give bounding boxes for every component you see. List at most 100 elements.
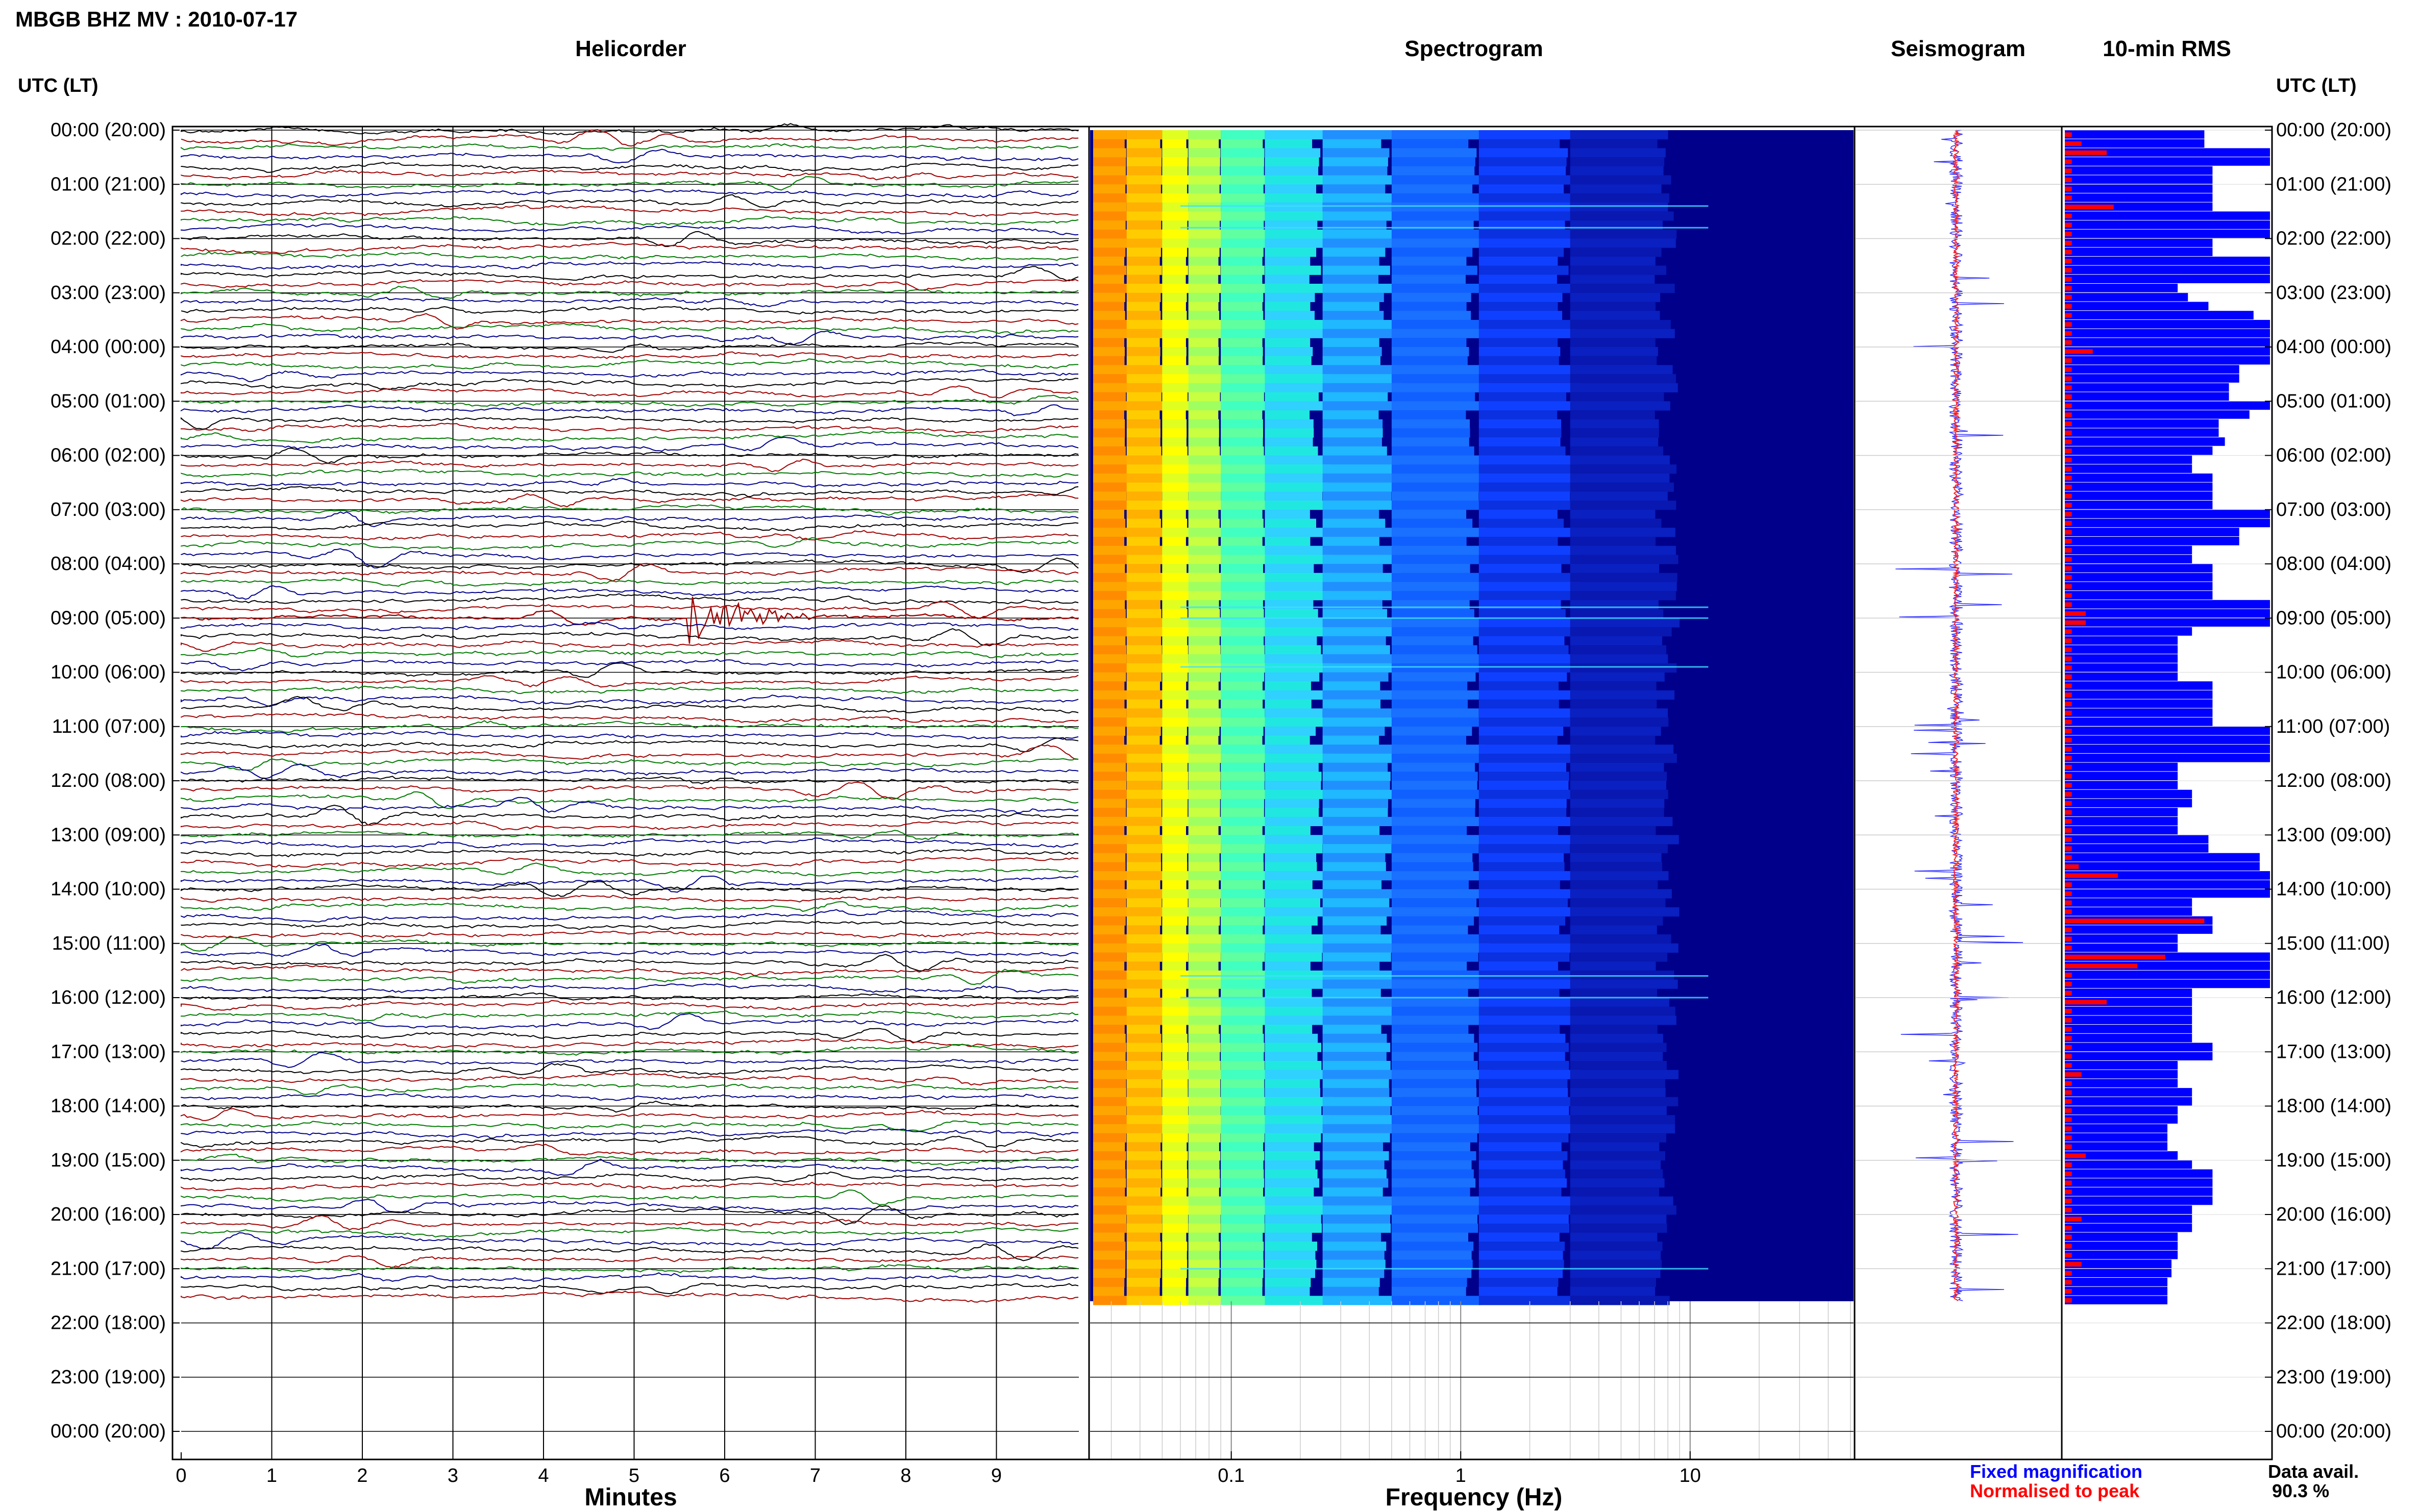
time-label-left: 14:00 (10:00) xyxy=(51,879,166,900)
helicorder-trace xyxy=(181,416,1079,430)
spectrogram-cell xyxy=(1162,564,1187,574)
spectrogram-cell xyxy=(1570,329,1675,338)
spectrogram-cell xyxy=(1322,211,1398,221)
spectrogram-cell xyxy=(1265,1250,1316,1260)
spectrogram-cell xyxy=(1478,1250,1563,1260)
spectrogram-cell xyxy=(1188,636,1220,646)
helicorder-trace xyxy=(181,577,1079,587)
spectrogram-cell xyxy=(1221,961,1263,971)
rms-bar-peak xyxy=(2065,1189,2072,1195)
spectrogram-cell xyxy=(1570,745,1674,754)
spectrogram-cell xyxy=(1265,708,1323,718)
spectrogram-cell xyxy=(1221,311,1264,320)
spectrogram-cell xyxy=(1188,518,1220,528)
spectrogram-cell xyxy=(1322,139,1381,148)
spectrogram-cell xyxy=(1162,636,1188,646)
spectrogram-cell xyxy=(1391,1296,1481,1305)
rms-bar-fixed xyxy=(2065,853,2260,862)
spectrogram-cell xyxy=(1391,1133,1477,1143)
spectrogram-cell xyxy=(1162,1232,1187,1242)
spectrogram-cell xyxy=(1126,925,1161,935)
spectrogram-cell xyxy=(1322,1070,1402,1079)
spectrogram-cell xyxy=(1322,157,1388,167)
spectrogram-cell xyxy=(1570,663,1677,673)
spectrogram-cell xyxy=(1322,1232,1381,1242)
spectrogram-cell xyxy=(1093,1142,1125,1152)
time-label-left: 11:00 (07:00) xyxy=(52,716,166,737)
spectrogram-cell xyxy=(1162,1006,1190,1016)
spectrogram-cell xyxy=(1322,148,1390,158)
rms-bar-peak xyxy=(2065,240,2072,245)
rms-bar-peak xyxy=(2065,1000,2107,1005)
spectrogram-cell xyxy=(1570,1052,1663,1061)
spectrogram-cell xyxy=(1478,509,1558,519)
spectrogram-cell xyxy=(1221,455,1266,465)
spectrogram-cell xyxy=(1221,925,1263,935)
spectrogram-cell xyxy=(1188,1232,1219,1242)
spectrogram-cell xyxy=(1162,1025,1187,1034)
helicorder-trace xyxy=(181,548,1079,568)
spectrogram-cell xyxy=(1391,437,1469,447)
spectrogram-cell xyxy=(1322,202,1392,212)
rms-bar-fixed xyxy=(2065,898,2192,907)
rms-bar-peak xyxy=(2065,141,2082,146)
spectrogram-cell xyxy=(1188,1296,1221,1305)
time-label-right: 10:00 (06:00) xyxy=(2276,662,2391,683)
minute-tick-label: 1 xyxy=(266,1465,277,1486)
spectrogram-cell xyxy=(1322,618,1403,628)
spectrogram-cell xyxy=(1570,166,1664,176)
spectrogram-cell xyxy=(1478,184,1564,194)
spectrogram-cell xyxy=(1478,998,1572,1007)
spectrogram-cell xyxy=(1162,618,1191,628)
spectrogram-cell xyxy=(1478,130,1571,140)
spectrogram-cell xyxy=(1570,211,1674,221)
spectrogram-cell xyxy=(1322,1079,1389,1088)
rms-bar-peak xyxy=(2065,232,2072,237)
helicorder-trace xyxy=(181,530,1079,541)
seismogram-normalised-trace xyxy=(1952,130,1961,1301)
spectrogram-cell xyxy=(1391,265,1477,275)
spectrogram-cell xyxy=(1093,473,1127,483)
helicorder-trace xyxy=(181,658,1079,672)
spectrogram-cell xyxy=(1162,536,1186,547)
spectrogram-cell xyxy=(1322,1115,1399,1125)
spectrogram-cell xyxy=(1221,663,1267,673)
spectrogram-cell xyxy=(1391,681,1468,691)
spectrogram-cell xyxy=(1093,1269,1125,1278)
spectrogram-cell xyxy=(1093,591,1128,601)
spectrogram-cell xyxy=(1126,220,1162,230)
spectrogram-cell xyxy=(1162,979,1191,989)
rms-bar-peak xyxy=(2065,403,2072,408)
spectrogram-cell xyxy=(1162,772,1189,781)
spectrogram-cell xyxy=(1162,166,1188,176)
spectrogram-cell xyxy=(1162,726,1187,736)
spectrogram-cell xyxy=(1126,772,1162,781)
spectrogram-cell xyxy=(1265,636,1317,646)
spectrogram-cell xyxy=(1093,1242,1126,1251)
spectrogram-cell xyxy=(1221,753,1267,763)
spectrogram-cell xyxy=(1391,1015,1488,1025)
helicorder-trace xyxy=(181,685,1079,695)
spectrogram-cell xyxy=(1126,789,1163,799)
spectrogram-cell xyxy=(1188,202,1221,212)
rms-bar-peak xyxy=(2065,1298,2072,1303)
spectrogram-cell xyxy=(1478,256,1558,266)
rms-bar-peak xyxy=(2065,1135,2072,1140)
spectrogram-cell xyxy=(1126,808,1162,817)
spectrogram-cell xyxy=(1188,528,1223,537)
spectrogram-cell xyxy=(1391,789,1479,799)
spectrogram-cell xyxy=(1221,934,1266,944)
minute-tick-label: 2 xyxy=(357,1465,367,1486)
spectrogram-cell xyxy=(1162,735,1186,745)
spectrogram-cell xyxy=(1570,1242,1663,1251)
spectrogram-cell xyxy=(1391,844,1479,854)
rms-bar-peak xyxy=(2065,729,2072,734)
spectrogram-cell xyxy=(1126,1025,1161,1034)
spectrogram-cell xyxy=(1188,546,1223,555)
spectrogram-cell xyxy=(1126,871,1163,881)
spectrogram-cell xyxy=(1391,202,1479,212)
rms-bar-fixed xyxy=(2065,889,2270,898)
spectrogram-cell xyxy=(1391,130,1479,140)
spectrogram-cell xyxy=(1570,401,1670,411)
spectrogram-cell xyxy=(1265,238,1331,248)
